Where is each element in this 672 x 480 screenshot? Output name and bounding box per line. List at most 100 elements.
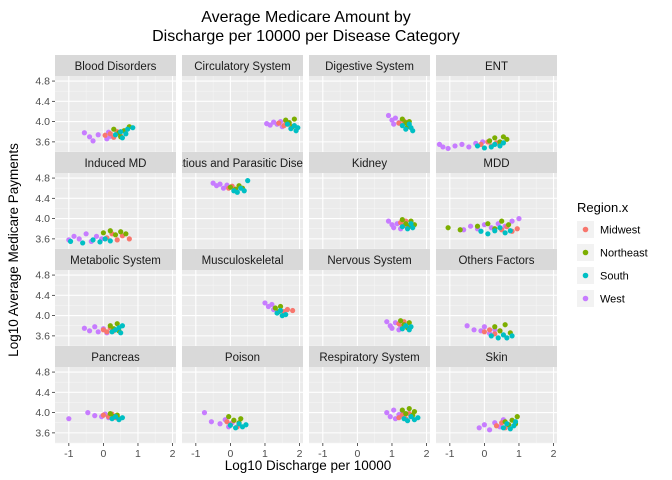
data-point-northeast [406, 405, 412, 412]
legend-label: Northeast [600, 248, 648, 260]
data-point-west [481, 422, 487, 428]
data-point-northeast [226, 414, 232, 420]
data-point-northeast [492, 324, 498, 330]
data-point-midwest [102, 132, 108, 138]
facet-strip [436, 152, 557, 173]
facet-strip [436, 346, 557, 367]
facet-strip-label: Metabolic System [70, 255, 161, 267]
data-point-south [478, 228, 484, 234]
facet-strip [436, 55, 557, 76]
data-point-south [404, 418, 411, 424]
data-point-south [118, 129, 124, 135]
data-point-south [500, 425, 507, 431]
facet-panel: Poison -1 0 1 2 [182, 346, 303, 460]
y-tick-label: 4.4 [35, 96, 50, 108]
data-point-northeast [502, 322, 508, 328]
plot-background [55, 76, 176, 152]
legend-item: South [577, 267, 629, 284]
y-tick-label: 4.0 [35, 213, 50, 225]
data-point-west [71, 233, 77, 239]
data-point-south [497, 143, 503, 149]
plot-background [309, 76, 430, 152]
facet-strip-label: Musculoskeletal [202, 255, 284, 267]
data-point-west [445, 145, 451, 152]
data-point-west [92, 324, 98, 330]
facet-strip-label: Nervous System [327, 255, 411, 267]
data-point-midwest [107, 131, 113, 137]
data-point-south [236, 421, 242, 427]
data-point-south [284, 121, 291, 127]
data-point-west [384, 319, 390, 325]
facet-strip-label: Infectious and Parasitic Diseases [158, 158, 328, 170]
y-tick-label: 4.8 [35, 270, 50, 282]
legend-item: Midwest [577, 221, 640, 238]
y-tick-label: 4.4 [35, 290, 50, 302]
facet-panel: Skin -1 0 1 2 [436, 346, 557, 460]
plot-background [436, 173, 557, 249]
facet-strip [182, 152, 303, 173]
legend: Region.x Midwest Northeast South West [577, 200, 648, 307]
data-point-midwest [126, 236, 132, 242]
data-point-south [497, 225, 503, 231]
facet-strip-label: Digestive System [325, 61, 414, 73]
facet-strip-label: Poison [225, 352, 260, 364]
data-point-northeast [114, 321, 120, 327]
data-point-west [392, 115, 399, 121]
data-point-west [467, 223, 474, 229]
data-point-south [488, 333, 494, 339]
data-point-south [511, 423, 517, 429]
data-point-south [245, 178, 251, 184]
x-tick-label: -1 [191, 448, 200, 460]
data-point-south [118, 330, 124, 336]
data-point-northeast [399, 217, 405, 223]
data-point-northeast [514, 414, 520, 420]
x-tick-label: 1 [389, 448, 395, 460]
data-point-west [95, 132, 101, 138]
data-point-south [107, 238, 113, 244]
facet-panel: Pancreas 3.6 4.0 4.4 4.8 -1 0 1 2 [35, 346, 176, 460]
data-point-west [262, 300, 268, 306]
facet-strip [309, 346, 430, 367]
data-point-west [389, 325, 395, 331]
facet-strip-label: Circulatory System [194, 61, 291, 73]
data-point-northeast [497, 328, 503, 334]
x-tick-label: 1 [262, 448, 268, 460]
data-point-northeast [406, 320, 412, 326]
data-point-northeast [238, 416, 244, 422]
data-point-south [507, 228, 513, 234]
data-point-northeast [112, 232, 119, 238]
data-point-west [464, 323, 470, 329]
data-point-northeast [504, 136, 510, 142]
facet-strip-label: Skin [485, 352, 507, 364]
facet-panel: Others Factors [436, 249, 557, 347]
data-point-west [466, 144, 472, 150]
data-point-west [384, 410, 390, 416]
data-point-midwest [276, 120, 282, 126]
data-point-west [81, 325, 87, 331]
data-point-south [403, 323, 409, 329]
facet-panel: Musculoskeletal [182, 249, 303, 347]
facet-panel: Kidney [309, 152, 430, 250]
data-point-south [399, 123, 405, 129]
data-point-south [80, 240, 86, 246]
legend-label: West [600, 294, 625, 306]
data-point-northeast [403, 411, 409, 417]
facet-strip-label: MDD [483, 158, 509, 170]
y-tick-label: 3.6 [35, 427, 50, 439]
facet-strip [309, 55, 430, 76]
x-tick-label: 2 [297, 448, 303, 460]
data-point-south [509, 333, 515, 339]
data-point-west [92, 413, 98, 419]
data-point-west [66, 416, 72, 422]
data-point-midwest [481, 329, 487, 335]
data-point-northeast [506, 222, 512, 228]
facet-panel: Infectious and Parasitic Diseases [158, 152, 328, 250]
data-point-west [95, 329, 101, 335]
x-tick-label: 2 [551, 448, 557, 460]
data-point-west [476, 425, 482, 431]
facet-strip [309, 249, 430, 270]
data-point-west [481, 324, 487, 330]
data-point-south [408, 221, 414, 227]
plot-background [182, 270, 303, 346]
x-tick-label: 0 [227, 448, 233, 460]
